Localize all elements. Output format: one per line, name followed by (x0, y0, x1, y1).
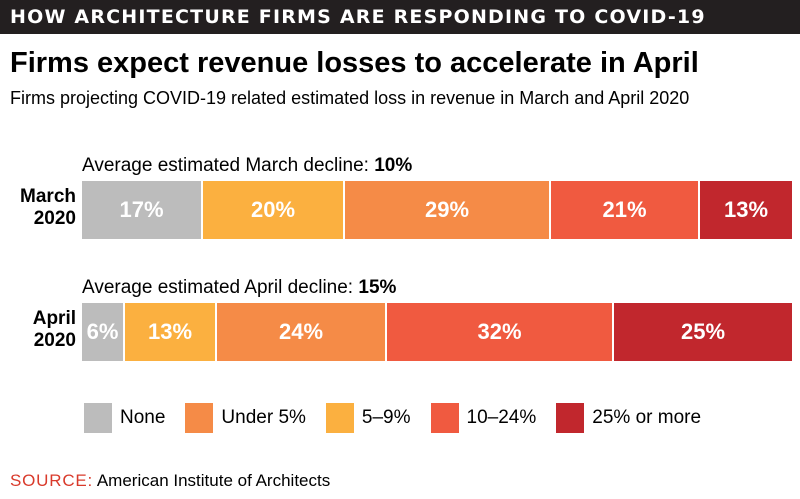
legend-label: 25% or more (592, 407, 702, 428)
april-average-annotation: Average estimated April decline: 15% (82, 277, 396, 299)
legend-swatch (185, 403, 214, 433)
legend-label: 10–24% (466, 407, 537, 428)
bar-march: 17% 20% 29% 21% 13% (82, 181, 792, 239)
march-average-text: Average estimated March decline: (82, 155, 375, 176)
data-label: 13% (723, 197, 769, 222)
legend-item: Under 5% (185, 403, 306, 433)
row-label-march-line1: March (20, 186, 76, 207)
source-text: American Institute of Architects (93, 471, 331, 490)
legend-label: Under 5% (221, 407, 306, 428)
data-label: 21% (602, 197, 647, 222)
bar-segment: 25% (614, 303, 792, 361)
bar-segment: 21% (551, 181, 700, 239)
march-average-annotation: Average estimated March decline: 10% (82, 155, 412, 177)
data-label: 25% (680, 319, 726, 344)
legend: None Under 5% 5–9% 10–24% 25% or more (84, 402, 721, 434)
bar-april: 6% 13% 24% 32% 25% (82, 303, 792, 361)
chart-subtitle: Firms projecting COVID-19 related estima… (10, 88, 690, 108)
chart-title: Firms expect revenue losses to accelerat… (10, 47, 699, 79)
data-label: 24% (278, 319, 324, 344)
legend-swatch (430, 403, 459, 433)
legend-swatch (556, 403, 585, 433)
legend-swatch (325, 403, 354, 433)
legend-item: 10–24% (430, 403, 537, 433)
source-note: SOURCE: American Institute of Architects (10, 471, 330, 491)
data-label: 20% (250, 197, 296, 222)
bar-segment: 29% (345, 181, 551, 239)
legend-item: 25% or more (556, 403, 701, 433)
data-label: 29% (424, 197, 470, 222)
data-label: 6% (86, 319, 119, 344)
data-label: 13% (147, 319, 193, 344)
march-average-value: 10% (374, 155, 413, 176)
data-label: 32% (477, 319, 522, 344)
april-average-text: Average estimated April decline: (82, 277, 359, 298)
legend-label: None (120, 407, 166, 428)
row-label-april-line1: April (32, 308, 76, 329)
legend-label: 5–9% (361, 407, 411, 428)
bar-segment: 13% (700, 181, 792, 239)
data-label: 17% (119, 197, 164, 222)
bar-segment: 13% (125, 303, 217, 361)
bar-segment: 6% (82, 303, 125, 361)
row-label-april-line2: 2020 (33, 330, 76, 351)
bar-segment: 24% (217, 303, 387, 361)
april-average-value: 15% (358, 277, 397, 298)
row-label-april: April 2020 (6, 308, 76, 352)
legend-item: 5–9% (325, 403, 411, 433)
bar-segment: 20% (203, 181, 345, 239)
legend-swatch (84, 403, 112, 433)
bar-segment: 32% (387, 303, 614, 361)
row-label-march-line2: 2020 (33, 208, 76, 229)
legend-item: None (84, 403, 165, 433)
row-label-march: March 2020 (6, 186, 76, 230)
bar-segment: 17% (82, 181, 203, 239)
banner-header: HOW ARCHITECTURE FIRMS ARE RESPONDING TO… (0, 0, 800, 34)
source-label: SOURCE: (10, 471, 94, 490)
